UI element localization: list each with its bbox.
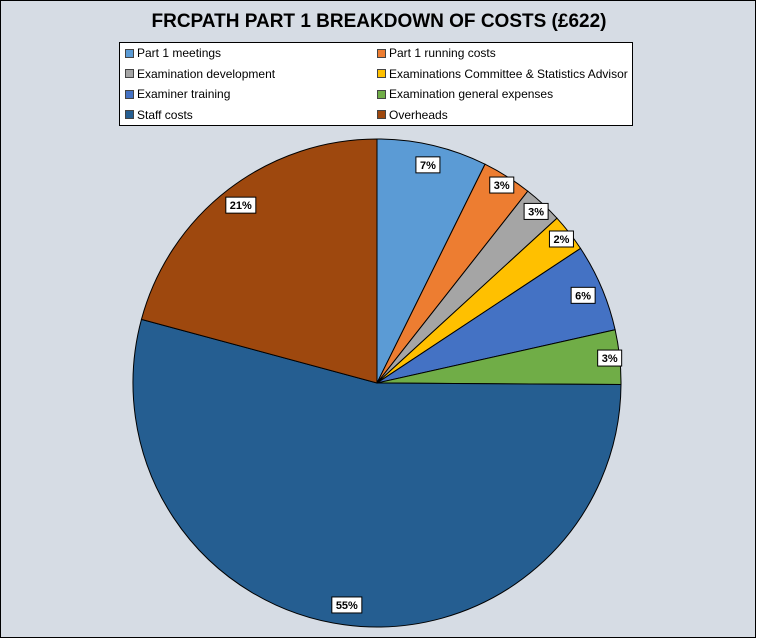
data-label: 3% <box>597 349 623 367</box>
legend-item: Overheads <box>377 108 448 122</box>
data-label: 21% <box>225 196 257 214</box>
legend-item: Examinations Committee & Statistics Advi… <box>377 67 628 81</box>
chart-title: FRCPATH PART 1 BREAKDOWN OF COSTS (£622) <box>151 11 607 32</box>
legend-swatch <box>125 69 134 78</box>
data-label-text: 3% <box>602 353 618 365</box>
legend-label: Part 1 meetings <box>137 46 222 60</box>
data-label-box <box>523 202 549 220</box>
legend-swatch <box>377 69 386 78</box>
legend-item: Examination general expenses <box>377 87 553 101</box>
legend-label: Overheads <box>389 107 448 122</box>
legend-swatch <box>377 110 386 119</box>
legend-swatch <box>125 89 134 99</box>
data-label-text: 3% <box>528 206 544 218</box>
data-label-text: 21% <box>230 200 252 212</box>
data-label-text: 6% <box>575 290 591 302</box>
data-label-text: 3% <box>494 180 510 192</box>
chart-area: FRCPATH PART 1 BREAKDOWN OF COSTS (£622)… <box>0 0 756 638</box>
legend-label: Examiner training <box>137 87 231 101</box>
data-label: 55% <box>331 596 363 614</box>
legend-label: Examinations Committee & Statistics Advi… <box>389 66 628 81</box>
legend-item: Part 1 running costs <box>377 46 496 60</box>
data-label-box <box>331 596 363 614</box>
data-label-text: 7% <box>420 160 436 172</box>
legend-swatch <box>125 48 134 58</box>
data-label-box <box>415 156 441 174</box>
data-label-box <box>225 196 257 214</box>
legend-item: Staff costs <box>125 108 193 122</box>
pie-slice <box>376 138 486 384</box>
data-label: 6% <box>570 286 596 304</box>
legend-label: Part 1 running costs <box>389 46 496 60</box>
data-label: 3% <box>489 176 515 194</box>
legend-swatch <box>377 48 386 58</box>
legend: Part 1 meetings Part 1 running costs Exami… <box>119 42 633 126</box>
legend-item: Examination development <box>125 67 275 81</box>
legend-label: Staff costs <box>137 107 193 122</box>
legend-swatch <box>377 89 386 99</box>
data-label-text: 2% <box>553 234 569 246</box>
legend-item: Examiner training <box>125 87 230 101</box>
legend-item: Part 1 meetings <box>125 46 221 60</box>
data-label: 7% <box>415 156 441 174</box>
legend-label: Examination development <box>137 66 276 81</box>
data-label-box <box>570 286 596 304</box>
pie-chart: 7% 3% 3% 2% 6% 3% 55% 21% <box>132 138 623 628</box>
pie-slice <box>132 318 622 628</box>
data-label: 3% <box>523 202 549 220</box>
data-label-box <box>489 176 515 194</box>
legend-swatch <box>125 110 134 119</box>
legend-label: Examination general expenses <box>389 87 554 101</box>
data-label-box <box>597 349 623 367</box>
pie-slice <box>140 138 378 384</box>
data-label: 2% <box>548 230 574 248</box>
data-label-text: 55% <box>336 600 358 612</box>
data-label-box <box>548 230 574 248</box>
